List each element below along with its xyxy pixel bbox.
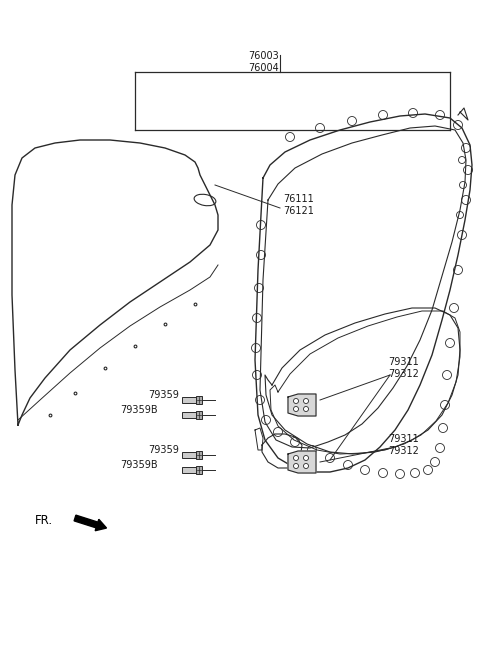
Bar (196, 411, 202, 419)
Text: 79359B: 79359B (120, 405, 157, 415)
Text: 76111
76121: 76111 76121 (283, 194, 314, 216)
Bar (182, 412, 198, 418)
Polygon shape (288, 451, 316, 473)
Text: 79359B: 79359B (120, 460, 157, 470)
Bar (182, 467, 198, 473)
FancyArrow shape (74, 515, 107, 531)
Circle shape (293, 464, 299, 468)
Circle shape (303, 407, 309, 411)
Bar (182, 397, 198, 403)
Text: 79311
79312: 79311 79312 (388, 358, 419, 379)
Circle shape (303, 464, 309, 468)
Bar (196, 466, 202, 474)
Text: FR.: FR. (35, 514, 53, 527)
Text: 76003
76004: 76003 76004 (248, 51, 279, 73)
Text: 79359: 79359 (148, 390, 179, 400)
Circle shape (293, 407, 299, 411)
Text: 79311
79312: 79311 79312 (388, 434, 419, 456)
Circle shape (293, 455, 299, 461)
Circle shape (293, 398, 299, 403)
Text: 79359: 79359 (148, 445, 179, 455)
Bar (196, 396, 202, 404)
Circle shape (303, 455, 309, 461)
Circle shape (303, 398, 309, 403)
Bar (182, 452, 198, 458)
Polygon shape (288, 394, 316, 416)
Bar (196, 451, 202, 459)
